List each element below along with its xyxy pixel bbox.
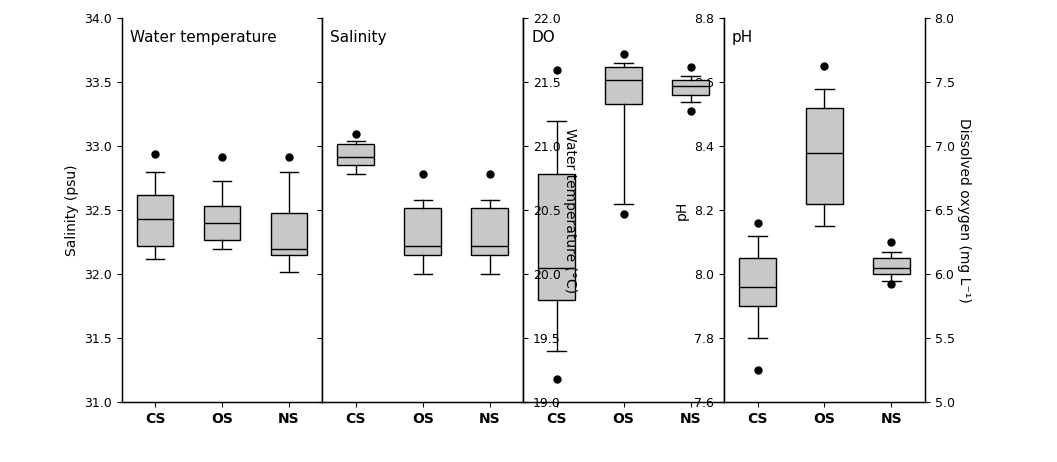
Text: DO: DO bbox=[532, 30, 555, 45]
PathPatch shape bbox=[204, 207, 240, 240]
PathPatch shape bbox=[471, 207, 508, 255]
PathPatch shape bbox=[337, 144, 374, 165]
Y-axis label: pH: pH bbox=[674, 201, 689, 220]
PathPatch shape bbox=[136, 195, 173, 246]
PathPatch shape bbox=[806, 108, 842, 204]
PathPatch shape bbox=[873, 258, 910, 274]
Y-axis label: Salinity (psu): Salinity (psu) bbox=[64, 164, 78, 256]
PathPatch shape bbox=[606, 67, 642, 104]
Text: Water temperature: Water temperature bbox=[130, 30, 276, 45]
PathPatch shape bbox=[271, 213, 308, 255]
PathPatch shape bbox=[538, 175, 575, 300]
Text: pH: pH bbox=[733, 30, 754, 45]
Text: Salinity: Salinity bbox=[331, 30, 387, 45]
PathPatch shape bbox=[672, 80, 709, 95]
Y-axis label: Dissolved oxygen (mg L⁻¹): Dissolved oxygen (mg L⁻¹) bbox=[958, 118, 971, 303]
PathPatch shape bbox=[405, 207, 441, 255]
Y-axis label: Water temperature (°C): Water temperature (°C) bbox=[563, 128, 577, 293]
PathPatch shape bbox=[739, 258, 776, 306]
